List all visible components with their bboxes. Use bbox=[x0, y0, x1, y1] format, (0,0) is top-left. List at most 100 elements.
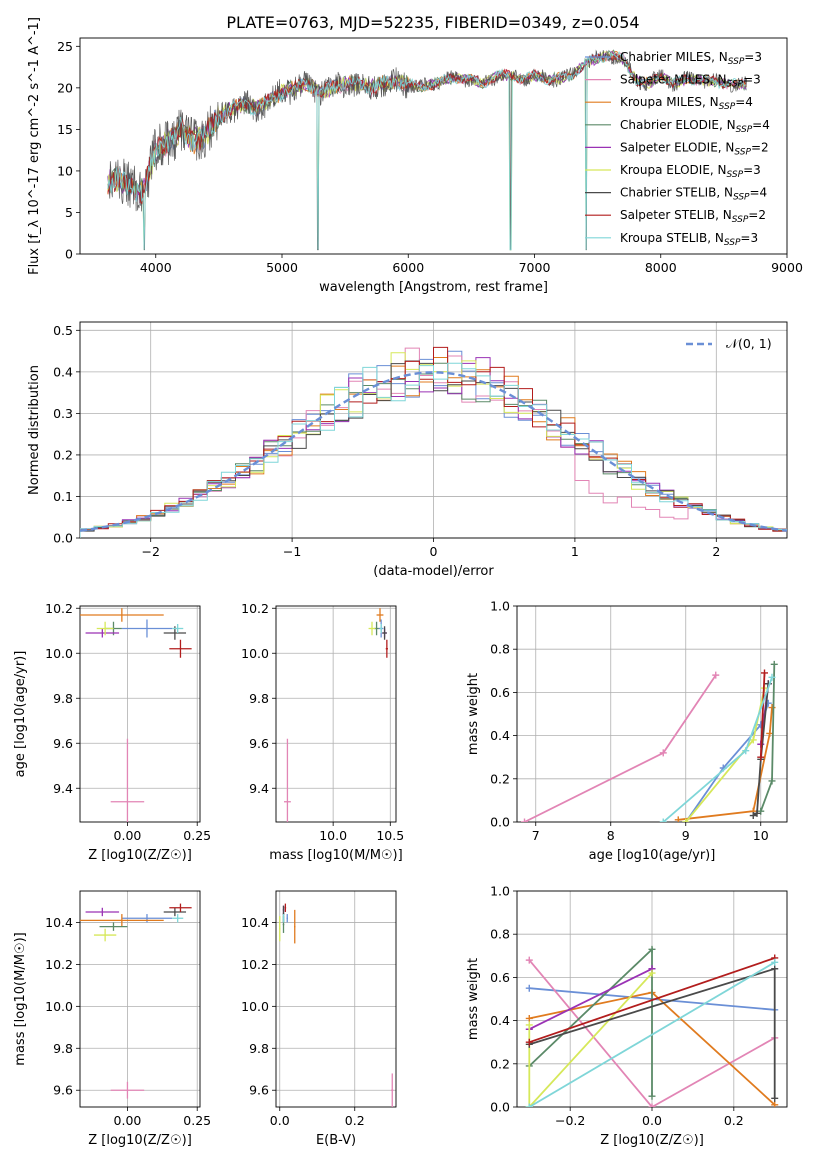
weight-marker bbox=[648, 969, 656, 977]
weight-line bbox=[752, 683, 770, 817]
grid-lines bbox=[80, 891, 200, 1107]
x-tick-label: 5000 bbox=[266, 260, 298, 275]
weight-marker bbox=[770, 660, 778, 668]
axes-frame bbox=[79, 321, 788, 539]
weight-marker bbox=[648, 945, 656, 953]
y-tick-label: 0.4 bbox=[490, 1013, 510, 1028]
y-tick-label: 0.1 bbox=[53, 489, 73, 504]
legend-label: Salpeter STELIB, NSSP=2 bbox=[620, 208, 766, 225]
plot-area bbox=[80, 346, 787, 538]
axes-spectrum: 4000 5000 6000 7000 8000 9000 0 5 10 15 20 25 wavele… bbox=[27, 17, 803, 295]
weight-line bbox=[528, 967, 653, 1031]
y-axis-label: Normed distribution bbox=[27, 365, 42, 495]
weight-marker bbox=[648, 1092, 656, 1100]
y-axis-label: mass weight bbox=[466, 958, 481, 1040]
x-tick-label: 7000 bbox=[519, 260, 551, 275]
x-axis-label: mass [log10(M/M☉)] bbox=[269, 848, 402, 863]
y-tick-label: 15 bbox=[57, 122, 73, 137]
histogram-step bbox=[80, 362, 787, 538]
x-tick-label: 9000 bbox=[771, 260, 803, 275]
axes-mass_vs_ebv: 0.0 0.2 9.6 9.8 10.0 10.2 10.4 E(B-V) bbox=[241, 890, 397, 1148]
x-tick-label: 0.25 bbox=[183, 828, 211, 843]
x-tick-label: 10 bbox=[753, 828, 769, 843]
axes-residuals: −2 −1 0 1 2 0.0 0.1 0.2 0.3 0.4 0.5 (data-model)/er… bbox=[27, 321, 788, 579]
x-tick-label: 0.00 bbox=[114, 828, 142, 843]
x-axis-label: wavelength [Angstrom, rest frame] bbox=[319, 280, 548, 295]
legend-label: Chabrier STELIB, NSSP=4 bbox=[620, 186, 767, 203]
x-tick-label: 0 bbox=[430, 544, 438, 559]
weight-marker bbox=[768, 673, 776, 681]
x-tick-label: 0.2 bbox=[724, 1113, 744, 1128]
y-tick-label: 0.2 bbox=[490, 771, 510, 786]
y-tick-label: 9.6 bbox=[249, 1083, 269, 1098]
weight-line bbox=[528, 972, 653, 1107]
y-tick-label: 10.2 bbox=[241, 601, 269, 616]
x-tick-label: 6000 bbox=[392, 260, 424, 275]
x-tick-label: 9 bbox=[682, 828, 690, 843]
y-tick-label: 25 bbox=[57, 39, 73, 54]
axes-frame bbox=[275, 605, 397, 823]
x-axis-label: Z [log10(Z/Z☉)] bbox=[600, 1133, 704, 1148]
legend-label: Salpeter ELODIE, NSSP=2 bbox=[620, 140, 769, 157]
x-axis-label: age [log10(age/yr)] bbox=[589, 848, 716, 863]
weight-marker bbox=[682, 818, 690, 822]
grid-lines bbox=[276, 606, 396, 822]
y-tick-label: 10.2 bbox=[45, 957, 73, 972]
y-tick-label: 0.8 bbox=[490, 927, 510, 942]
x-axis-label: Z [log10(Z/Z☉)] bbox=[88, 848, 192, 863]
y-tick-label: 0.2 bbox=[53, 447, 73, 462]
x-tick-label: −0.2 bbox=[555, 1113, 585, 1128]
y-tick-label: 10.0 bbox=[45, 646, 73, 661]
weight-line bbox=[524, 674, 717, 822]
y-tick-label: 10 bbox=[57, 163, 73, 178]
y-tick-label: 0.3 bbox=[53, 406, 73, 421]
axes-frame bbox=[516, 605, 788, 823]
legend-label: Chabrier ELODIE, NSSP=4 bbox=[620, 118, 770, 135]
y-axis-label: mass [log10(M/M☉)] bbox=[13, 932, 28, 1065]
weight-line bbox=[759, 672, 766, 758]
plot-area bbox=[284, 608, 388, 822]
weight-marker bbox=[771, 1101, 779, 1107]
x-tick-label: 0.00 bbox=[114, 1113, 142, 1128]
weight-marker bbox=[521, 818, 528, 822]
x-tick-label: 0.0 bbox=[270, 1113, 290, 1128]
y-tick-label: 10.0 bbox=[241, 646, 269, 661]
weight-marker bbox=[525, 1014, 533, 1022]
y-tick-label: 1.0 bbox=[490, 599, 510, 614]
y-tick-label: 0.8 bbox=[490, 642, 510, 657]
x-tick-label: 10.0 bbox=[319, 828, 347, 843]
legend: Chabrier MILES, NSSP=3 Salpeter MILES, NS… bbox=[585, 50, 770, 248]
x-axis-label: Z [log10(Z/Z☉)] bbox=[88, 1133, 192, 1148]
legend-label: Kroupa MILES, NSSP=4 bbox=[620, 95, 753, 112]
spectrum-line bbox=[107, 52, 747, 205]
weight-marker bbox=[757, 807, 765, 815]
y-tick-label: 0.6 bbox=[490, 685, 510, 700]
weight-line bbox=[528, 947, 653, 1097]
y-tick-label: 9.4 bbox=[53, 781, 73, 796]
axes-frame bbox=[79, 605, 201, 823]
y-tick-label: 10.0 bbox=[45, 999, 73, 1014]
y-axis-label: mass weight bbox=[466, 673, 481, 755]
weight-marker bbox=[749, 812, 757, 820]
legend-label: Kroupa ELODIE, NSSP=3 bbox=[620, 163, 761, 180]
x-axis-label: E(B-V) bbox=[316, 1133, 356, 1148]
axes-age_vs_mass: 10.0 10.5 9.4 9.6 9.8 10.0 10.2 mass [log10(M/M… bbox=[241, 601, 404, 863]
weight-line bbox=[685, 687, 766, 822]
weight-marker bbox=[742, 747, 750, 755]
weight-marker bbox=[525, 956, 533, 964]
weight-marker bbox=[659, 749, 667, 757]
weight-marker bbox=[771, 965, 779, 973]
y-tick-label: 9.8 bbox=[53, 1041, 73, 1056]
y-tick-label: 0.4 bbox=[53, 364, 73, 379]
y-tick-label: 0.2 bbox=[490, 1056, 510, 1071]
y-tick-label: 10.4 bbox=[45, 915, 73, 930]
weight-marker bbox=[753, 809, 761, 817]
x-tick-label: 10.5 bbox=[376, 828, 404, 843]
y-tick-label: 9.6 bbox=[249, 736, 269, 751]
weight-marker bbox=[749, 736, 757, 744]
x-tick-label: 0.2 bbox=[345, 1113, 365, 1128]
y-tick-label: 0.6 bbox=[490, 970, 510, 985]
x-tick-label: 8 bbox=[607, 828, 615, 843]
plot-area bbox=[80, 608, 192, 822]
